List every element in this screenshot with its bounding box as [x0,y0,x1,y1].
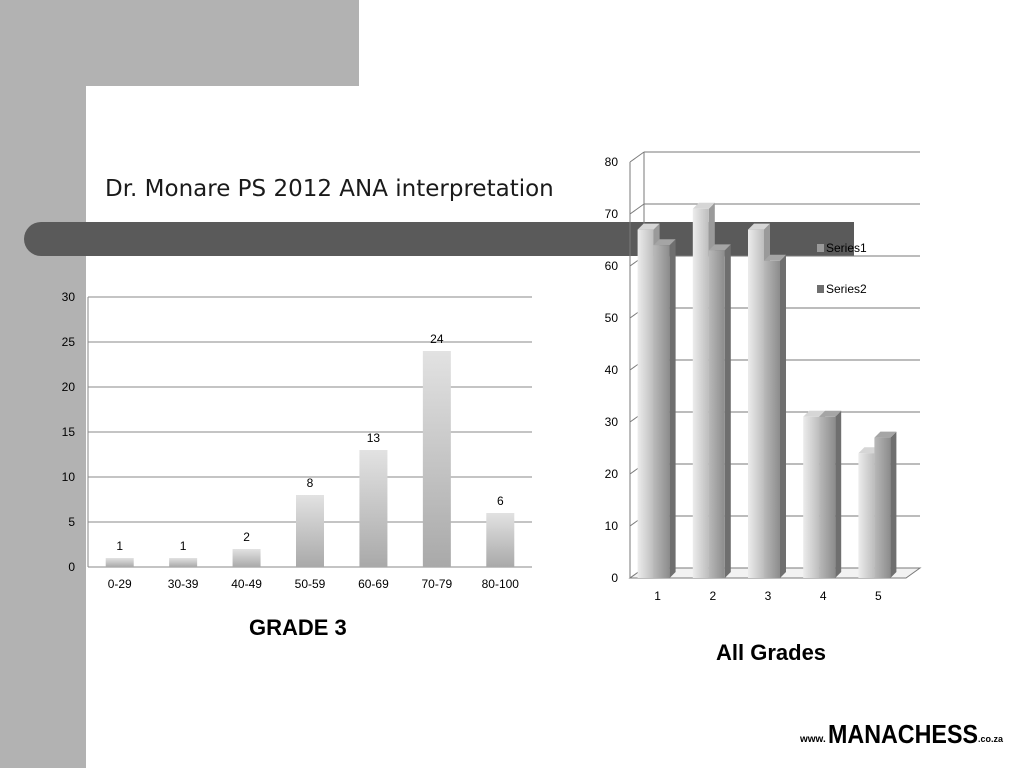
bar-side [890,431,897,578]
x-tick-label: 0-29 [108,577,132,591]
y-tick-label: 30 [62,290,76,304]
bar-side [669,239,676,578]
x-tick-label: 2 [709,589,716,603]
legend-swatch [817,244,824,252]
all-grades-caption: All Grades [716,640,827,665]
side-band [0,0,86,768]
manachess-logo[interactable]: www. MANACHESS .co.za [799,712,1006,749]
bar-series2 [764,260,780,578]
y-tick-label: 5 [68,515,75,529]
bar-top [874,431,897,438]
logo-prefix: www. [799,734,826,745]
legend-label: Series1 [826,241,867,255]
bar-series1 [858,453,875,578]
bar [296,495,324,567]
data-label: 2 [243,530,250,544]
grade3-chart: 0 5 10 15 20 25 30 1 0-29 1 30-39 2 40-49 8 50-59 13 60-… [62,290,532,591]
bar [422,351,451,567]
bar-top [803,410,826,417]
y-tick-label: 60 [605,259,619,273]
legend-label: Series2 [826,282,867,296]
corner-notch [86,86,126,126]
bar [105,558,134,567]
y-tick-label: 0 [68,560,75,574]
top-band [0,0,359,86]
grade3-caption: GRADE 3 [249,615,347,640]
data-label: 8 [307,476,314,490]
y-tick-label: 20 [62,380,76,394]
y-tick-label: 80 [605,155,619,169]
data-label: 1 [180,539,187,553]
bar-series1 [692,208,709,579]
bar-series2 [874,437,891,578]
x-tick-label: 60-69 [358,577,389,591]
bar-series1 [637,229,654,578]
bar [359,450,388,567]
y-tick-label: 70 [605,207,619,221]
y-tick-label: 30 [605,415,619,429]
slide-title: Dr. Monare PS 2012 ANA interpretation [105,176,554,202]
y-tick-label: 50 [605,311,619,325]
x-tick-label: 50-59 [295,577,326,591]
y-tick-label: 20 [605,467,619,481]
bar-series1 [803,416,820,578]
bar-top [708,244,731,251]
data-label: 1 [116,539,123,553]
bar-side [780,254,786,579]
bar-series1 [748,229,764,578]
y-tick-label: 40 [605,363,619,377]
y-tick-label: 15 [62,425,76,439]
bar [232,549,261,567]
bar [486,513,515,567]
bar-side [724,244,731,578]
bar-side [835,410,842,578]
gridline-side [629,203,645,215]
logo-suffix: .co.za [978,734,1004,744]
x-tick-label: 80-100 [482,577,520,591]
bar-top [819,410,842,417]
bar-top [692,202,715,209]
all-grades-chart: 0 10 20 30 40 50 60 70 80 1 2 3 4 5 Series1 Series2 [605,151,922,603]
bar-series2 [819,416,836,578]
y-tick-label: 10 [62,470,76,484]
bar-series2 [708,250,725,578]
bar-top [637,223,660,230]
gridline-side [629,151,645,163]
data-label: 13 [367,431,381,445]
x-tick-label: 4 [820,589,827,603]
bar-top [764,254,786,261]
x-tick-label: 3 [765,589,772,603]
bar-top [748,223,770,230]
x-tick-label: 5 [875,589,882,603]
y-tick-label: 0 [611,571,618,585]
legend-swatch [817,285,824,293]
bar-top [653,239,676,246]
x-tick-label: 1 [654,589,661,603]
x-tick-label: 70-79 [422,577,453,591]
x-tick-label: 40-49 [231,577,262,591]
bar [169,558,198,567]
bar-series2 [653,245,670,578]
y-tick-label: 10 [605,519,619,533]
x-tick-label: 30-39 [168,577,199,591]
data-label: 6 [497,494,504,508]
y-tick-label: 25 [62,335,76,349]
data-label: 24 [430,332,444,346]
logo-brand: MANACHESS [828,719,978,749]
